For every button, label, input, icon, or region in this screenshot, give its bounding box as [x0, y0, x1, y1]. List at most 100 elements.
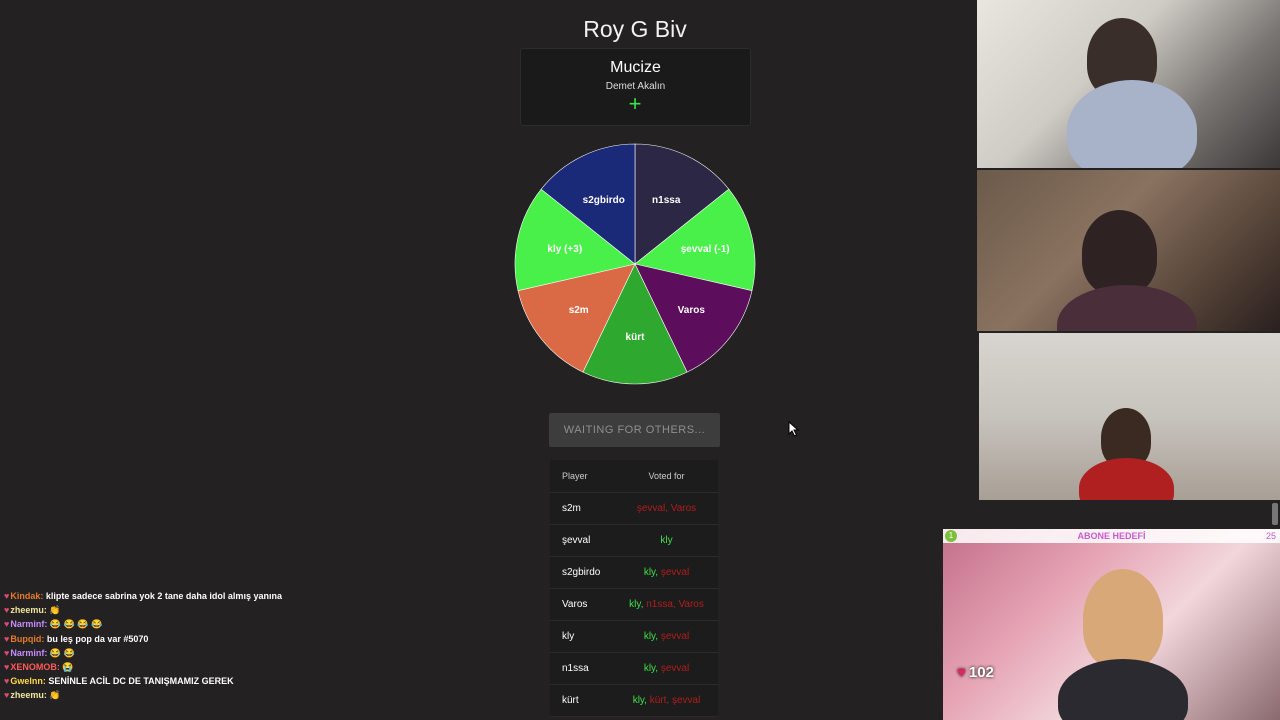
wrong-vote: şevval [671, 695, 701, 706]
wheel-slice-label: s2m [569, 305, 589, 316]
vote-player: s2m [550, 492, 616, 525]
vote-choices: kly, n1ssa, Varos [615, 588, 718, 621]
streamer-webcam: ABONE HEDEFİ 1 25 ♥ 102 [943, 529, 1280, 720]
scrollbar-thumb[interactable] [1272, 503, 1278, 525]
mouse-cursor-icon [788, 421, 800, 437]
vote-choices: kly [615, 524, 718, 557]
webcam-1 [977, 0, 1280, 168]
chat-badge-icon: ♥ [4, 676, 10, 687]
chat-text: bu leş pop da var #5070 [44, 633, 149, 644]
wrong-vote: n1ssa, [646, 599, 679, 610]
wheel-slice-label: s2gbirdo [583, 195, 625, 206]
wheel-slice [517, 263, 636, 373]
wheel-slice-label: n1ssa [652, 195, 681, 206]
wheel-slice [634, 188, 756, 292]
sub-goal-current: 1 [945, 530, 957, 542]
vote-row: Varos kly, n1ssa, Varos [550, 588, 718, 621]
chat-text: klipte sadece sabrina yok 2 tane daha id… [43, 591, 282, 601]
chat-overlay: ♥Kindak: klipte sadece sabrina yok 2 tan… [4, 589, 294, 703]
vote-choices: kly, şevval [615, 556, 718, 589]
chat-username: XENOMOB: [10, 662, 60, 673]
vote-row: şevval kly [550, 524, 718, 557]
chat-username: zheemu: [10, 690, 47, 701]
vote-player: Varos [550, 588, 616, 621]
vote-row: kürt kly, kürt, şevval [550, 684, 718, 717]
wheel-slice-label: Varos [678, 305, 706, 316]
vote-row: kly kly, şevval [550, 620, 718, 653]
wheel-slice [514, 188, 636, 292]
chat-text: 😭 [59, 662, 74, 673]
chat-message: ♥Narminf: 😂 😂 [4, 646, 294, 660]
chat-username: Gwelnn: [10, 676, 46, 687]
vote-choices: kly, kürt, şevval [615, 684, 718, 717]
vote-player: n1ssa [550, 652, 616, 685]
chat-badge-icon: ♥ [4, 633, 10, 644]
wrong-vote: şevval, [636, 503, 671, 514]
correct-vote: kly, [632, 695, 650, 706]
wheel-slice-label: kly (+3) [547, 244, 582, 255]
vote-player: s2gbirdo [550, 556, 616, 589]
chat-message: ♥XENOMOB: 😭 [4, 660, 294, 674]
wrong-vote: Varos [670, 503, 697, 514]
chat-badge-icon: ♥ [4, 662, 10, 673]
chat-username: Narminf: [10, 647, 48, 658]
chat-username: zheemu: [10, 605, 47, 616]
player-wheel: n1ssa şevval (-1) Varos kürt s2m kly (+3) s2gb… [514, 143, 756, 385]
correct-vote: kly, [643, 631, 661, 642]
correct-vote: kly [660, 535, 673, 546]
wheel-slice [582, 263, 688, 385]
chat-text: 😂 😂 😂 😂 [47, 619, 103, 630]
song-name: Mucize [610, 59, 661, 76]
chat-text: SENİNLE ACİL DC DE TANIŞMAMIZ GEREK [45, 676, 234, 687]
player-column-header: Player [550, 460, 616, 493]
chat-username: Narminf: [10, 619, 48, 630]
chat-username: Bupqid: [10, 633, 45, 644]
webcam-2 [977, 170, 1280, 331]
wheel-slice [634, 143, 730, 265]
vote-choices: kly, şevval [615, 652, 718, 685]
chat-text: 😂 😂 [47, 647, 75, 658]
correct-vote: kly, [643, 663, 661, 674]
vote-player: şevval [550, 524, 616, 557]
webcam-3 [979, 333, 1280, 500]
correct-vote: kly, [629, 599, 647, 610]
wrong-vote: şevval [660, 567, 690, 578]
chat-message: ♥zheemu: 👏 [4, 603, 294, 617]
chat-message: ♥Kindak: klipte sadece sabrina yok 2 tan… [4, 589, 294, 603]
chat-message: ♥zheemu: 👏 [4, 688, 294, 702]
song-card: Mucize Demet Akalın + [520, 48, 751, 126]
waiting-button[interactable]: WAITING FOR OTHERS... [549, 413, 720, 447]
game-title: Roy G Biv [583, 16, 687, 42]
chat-text: 👏 [46, 690, 61, 701]
chat-message: ♥Narminf: 😂 😂 😂 😂 [4, 617, 294, 631]
wheel-slice [540, 143, 636, 265]
sub-goal-label: ABONE HEDEFİ [1077, 531, 1146, 541]
correct-vote: kly, [643, 567, 661, 578]
vote-player: kly [550, 620, 616, 653]
wheel-slice-label: şevval (-1) [681, 244, 730, 255]
heart-icon: ♥ [957, 664, 966, 681]
chat-text: 👏 [46, 605, 61, 616]
wrong-vote: Varos [678, 599, 704, 610]
chat-badge-icon: ♥ [4, 605, 10, 616]
heart-counter: ♥ 102 [957, 664, 994, 681]
chat-badge-icon: ♥ [4, 690, 10, 701]
vote-row: s2gbirdo kly, şevval [550, 556, 718, 589]
chat-message: ♥Gwelnn: SENİNLE ACİL DC DE TANIŞMAMIZ G… [4, 674, 294, 688]
wheel-slice-label: kürt [626, 332, 646, 343]
vote-choices: şevval, Varos [615, 492, 718, 525]
chat-badge-icon: ♥ [4, 619, 10, 630]
sub-goal-bar: ABONE HEDEFİ [943, 529, 1280, 543]
vote-row: n1ssa kly, şevval [550, 652, 718, 685]
add-button[interactable]: + [628, 91, 642, 116]
wrong-vote: şevval [660, 663, 690, 674]
voted-for-column-header: Voted for [615, 460, 718, 493]
vote-choices: kly, şevval [615, 620, 718, 653]
artist-name: Demet Akalın [605, 81, 666, 92]
wheel-slice [634, 263, 753, 373]
heart-count-value: 102 [968, 664, 994, 681]
chat-badge-icon: ♥ [4, 591, 10, 601]
chat-badge-icon: ♥ [4, 647, 10, 658]
chat-username: Kindak: [10, 591, 44, 601]
sub-goal-target: 25 [1265, 531, 1276, 541]
